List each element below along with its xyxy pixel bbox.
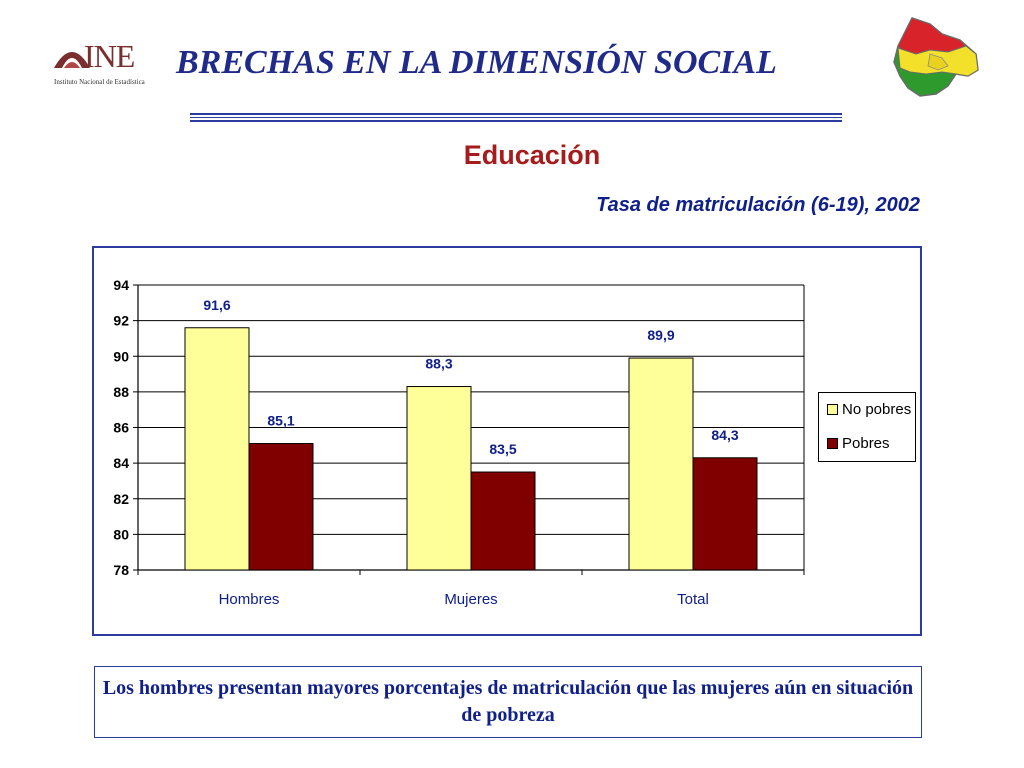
y-tick-label: 86: [113, 420, 129, 436]
data-label: 83,5: [489, 441, 516, 457]
bar: [692, 457, 758, 571]
section-subtitle: Educación: [463, 140, 601, 170]
chart-frame: 78 80 82 84 86 88 90 92 94 91,6 85,1 Hombres 88,3 83,…: [92, 246, 922, 636]
ine-logo-icon: [54, 52, 90, 68]
legend-swatch: [827, 437, 838, 449]
logo-subtext: Instituto Nacional de Estadística: [54, 78, 145, 86]
bar: [470, 471, 536, 571]
legend-label: Pobres: [842, 435, 890, 452]
data-label: 85,1: [267, 413, 294, 429]
page-title: BRECHAS EN LA DIMENSIÓN SOCIAL: [176, 44, 777, 81]
y-tick-label: 92: [113, 313, 129, 329]
legend-label: No pobres: [842, 401, 912, 418]
data-label: 89,9: [647, 327, 674, 343]
y-tick-label: 82: [113, 491, 129, 507]
bar-chart: 78 80 82 84 86 88 90 92 94 91,6 85,1 Hombres 88,3 83,…: [113, 277, 805, 608]
legend-item-no-pobres: No pobres: [827, 401, 911, 418]
y-tick-label: 80: [113, 526, 129, 542]
bar: [628, 357, 694, 571]
bar: [184, 327, 250, 571]
data-label: 88,3: [425, 356, 452, 372]
bar: [406, 386, 472, 571]
ine-logo: INE Instituto Nacional de Estadística: [52, 38, 162, 90]
chart-title: Tasa de matriculación (6-19), 2002: [596, 194, 920, 216]
y-tick-label: 88: [113, 384, 129, 400]
header-divider: [190, 113, 842, 115]
chart-legend: No pobres Pobres: [818, 392, 916, 462]
bar: [248, 443, 314, 571]
y-tick-label: 84: [113, 455, 129, 471]
logo-text: INE: [84, 38, 135, 74]
y-tick-label: 90: [113, 348, 129, 364]
legend-item-pobres: Pobres: [827, 435, 890, 452]
x-tick-label: Hombres: [219, 591, 280, 608]
bolivia-map-icon: [893, 17, 979, 97]
conclusion-note: Los hombres presentan mayores porcentaje…: [94, 666, 922, 738]
header-divider: [190, 117, 842, 118]
header-divider: [190, 120, 842, 122]
y-tick-label: 94: [113, 277, 129, 293]
x-tick-label: Total: [677, 591, 709, 608]
y-tick-label: 78: [113, 562, 129, 578]
data-label: 91,6: [203, 297, 230, 313]
legend-swatch: [827, 403, 838, 415]
x-tick-label: Mujeres: [444, 591, 497, 608]
data-label: 84,3: [711, 427, 738, 443]
